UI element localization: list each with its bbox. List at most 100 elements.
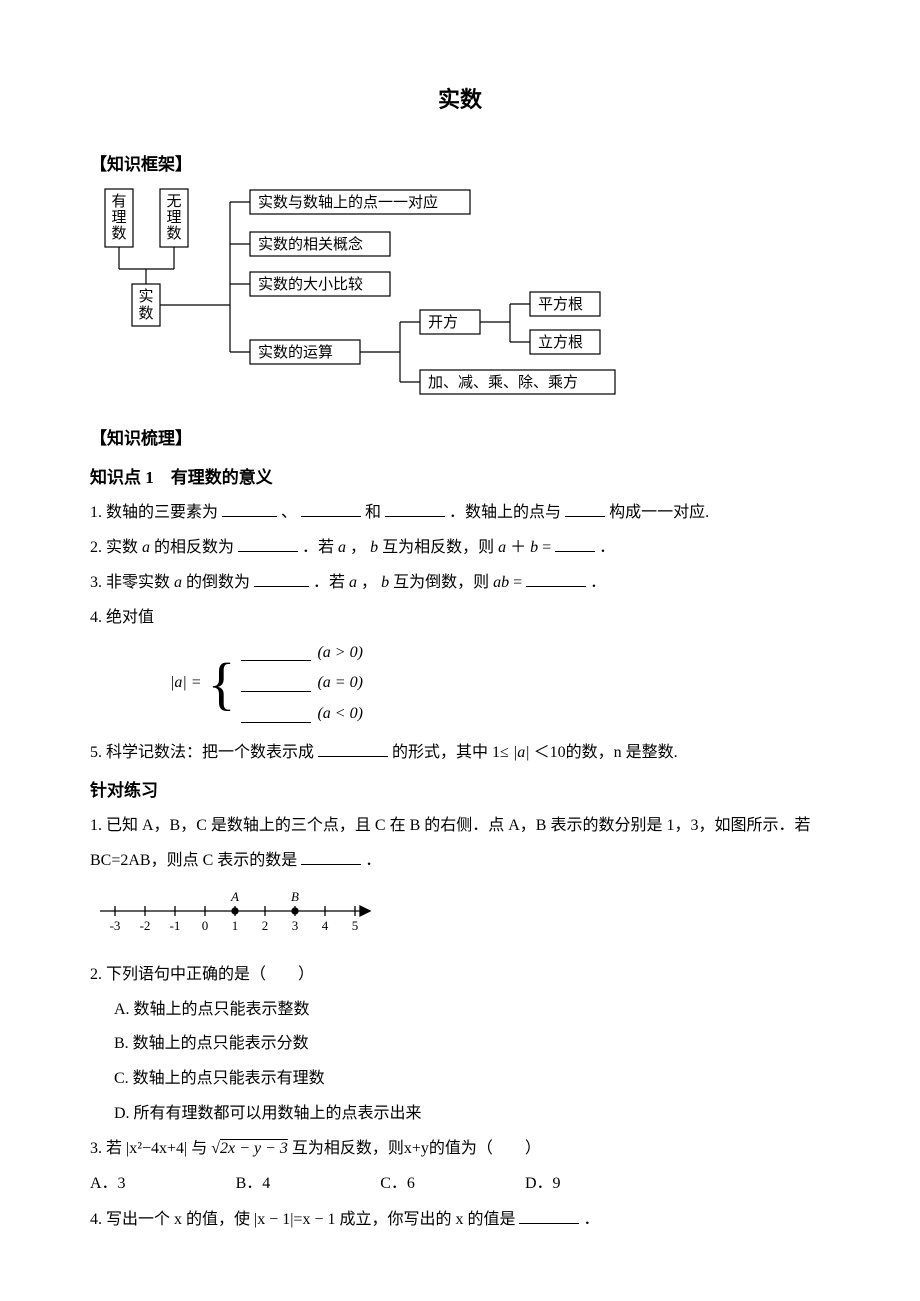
text: 1. 数轴的三要素为 [90, 504, 218, 521]
kp1-line1: 1. 数轴的三要素为 、 和 ．数轴上的点与 构成一一对应. [90, 499, 830, 528]
text: ＋ [510, 539, 526, 556]
kp1-line3: 3. 非零实数 a 的倒数为 ．若 a ， b 互为倒数，则 ab = ． [90, 569, 830, 598]
text: 3. 非零实数 [90, 574, 170, 591]
point-B-label: B [291, 889, 299, 904]
q4-stem: 4. 写出一个 x 的值，使 |x − 1|=x − 1 成立，你写出的 x 的… [90, 1206, 830, 1235]
fill-blank[interactable] [318, 740, 388, 757]
fill-blank[interactable] [519, 1207, 579, 1224]
sqrt-expr: √2x − y − 3 [211, 1140, 288, 1157]
q3-choice-A[interactable]: A．3 [90, 1170, 126, 1199]
fill-blank[interactable] [565, 500, 605, 517]
fill-blank[interactable] [526, 570, 586, 587]
tree-branch: 开方 [428, 314, 458, 331]
text: = [513, 574, 522, 591]
text: 3. 若 |x²−4x+4| 与 [90, 1140, 207, 1157]
text: ． [583, 1211, 599, 1228]
kp1-line5: 5. 科学记数法：把一个数表示成 的形式，其中 1≤ |a| ＜10的数，n 是… [90, 739, 830, 768]
text: BC=2AB，则点 C 表示的数是 [90, 852, 297, 869]
svg-text:1: 1 [232, 918, 239, 933]
tree-branch: 实数的相关概念 [258, 235, 363, 253]
text: 和 [365, 504, 381, 521]
q2-stem: 2. 下列语句中正确的是（ ） [90, 961, 830, 990]
svg-text:-2: -2 [140, 918, 151, 933]
tree-branch: 实数的运算 [258, 343, 333, 361]
text: 互为倒数，则 [393, 574, 489, 591]
text: 、 [281, 504, 297, 521]
svg-text:0: 0 [202, 918, 209, 933]
text: = [542, 539, 551, 556]
text: ， [361, 574, 377, 591]
abs-a: |a| [513, 744, 530, 761]
left-brace-icon: { [208, 655, 236, 713]
tree-leaf: 平方根 [538, 296, 583, 313]
framework-tree-diagram: 有理数 无理数 实数 实数与数轴上的点一一对应 实数的相关概念 实数的大小比较 … [100, 184, 740, 414]
fill-blank[interactable] [301, 500, 361, 517]
q2-choice-D[interactable]: D. 所有有理数都可以用数轴上的点表示出来 [114, 1100, 830, 1129]
fill-blank[interactable] [241, 675, 311, 692]
fill-blank[interactable] [241, 644, 311, 661]
fill-blank[interactable] [555, 535, 595, 552]
text: 5. 科学记数法：把一个数表示成 [90, 744, 314, 761]
svg-text:2: 2 [262, 918, 269, 933]
svg-text:3: 3 [292, 918, 299, 933]
tree-node: 有理数 [111, 193, 126, 242]
q2-choice-C[interactable]: C. 数轴上的点只能表示有理数 [114, 1065, 830, 1094]
text: ． [365, 852, 381, 869]
var-b: b [530, 539, 538, 556]
text: ． [590, 574, 606, 591]
text: 构成一一对应. [609, 504, 709, 521]
q3-choice-B[interactable]: B．4 [236, 1170, 271, 1199]
q1-line2: BC=2AB，则点 C 表示的数是 ． [90, 847, 830, 876]
kp1-line2: 2. 实数 a 的相反数为 ．若 a ， b 互为相反数，则 a ＋ b = ． [90, 534, 830, 563]
fill-blank[interactable] [254, 570, 309, 587]
text: 4. 写出一个 x 的值，使 |x − 1|=x − 1 成立，你写出的 x 的… [90, 1211, 515, 1228]
var-ab: ab [493, 574, 509, 591]
text: ．数轴上的点与 [449, 504, 561, 521]
svg-text:4: 4 [322, 918, 329, 933]
page-title: 实数 [90, 80, 830, 120]
svg-text:5: 5 [352, 918, 359, 933]
var-a: a [498, 539, 506, 556]
q3-choice-D[interactable]: D．9 [525, 1170, 561, 1199]
var-a: a [174, 574, 182, 591]
q2-choice-B[interactable]: B. 数轴上的点只能表示分数 [114, 1030, 830, 1059]
cond: (a < 0) [317, 700, 362, 729]
var-b: b [381, 574, 389, 591]
text: ．若 [302, 539, 334, 556]
fill-blank[interactable] [301, 848, 361, 865]
var-a: a [349, 574, 357, 591]
text: ．若 [313, 574, 345, 591]
q1-line1: 1. 已知 A，B，C 是数轴上的三个点，且 C 在 B 的右侧．点 A，B 表… [90, 812, 830, 841]
point-A-label: A [230, 889, 239, 904]
text: ， [350, 539, 366, 556]
svg-text:-3: -3 [110, 918, 121, 933]
var-b: b [370, 539, 378, 556]
abs-definition: |a| = { (a > 0) (a = 0) (a < 0) [170, 639, 830, 729]
fill-blank[interactable] [238, 535, 298, 552]
q2-choice-A[interactable]: A. 数轴上的点只能表示整数 [114, 996, 830, 1025]
tree-branch: 实数的大小比较 [258, 275, 363, 293]
text: 2. 实数 [90, 539, 138, 556]
text: ＜10的数，n 是整数. [534, 744, 678, 761]
tree-leaf: 加、减、乘、除、乘方 [428, 374, 578, 391]
q3-stem: 3. 若 |x²−4x+4| 与 √2x − y − 3 互为相反数，则x+y的… [90, 1135, 830, 1164]
q3-choice-C[interactable]: C．6 [380, 1170, 415, 1199]
fill-blank[interactable] [385, 500, 445, 517]
tree-node: 无理数 [166, 194, 181, 242]
text: 的形式，其中 1≤ [392, 744, 509, 761]
practice-heading: 针对练习 [90, 776, 830, 807]
summary-heading: 【知识梳理】 [90, 424, 830, 455]
number-line-diagram: -3-2-1012345 A B [90, 886, 390, 936]
framework-heading: 【知识框架】 [90, 150, 830, 181]
text: 互为相反数，则x+y的值为（ ） [292, 1140, 541, 1157]
text: 互为相反数，则 [382, 539, 494, 556]
var-a: a [142, 539, 150, 556]
fill-blank[interactable] [241, 706, 311, 723]
q3-choices: A．3 B．4 C．6 D．9 [90, 1170, 830, 1199]
tree-leaf: 立方根 [538, 334, 583, 351]
text: 的相反数为 [154, 539, 234, 556]
cond: (a > 0) [317, 639, 362, 668]
kp1-heading: 知识点 1 有理数的意义 [90, 463, 830, 494]
var-a: a [338, 539, 346, 556]
fill-blank[interactable] [222, 500, 277, 517]
